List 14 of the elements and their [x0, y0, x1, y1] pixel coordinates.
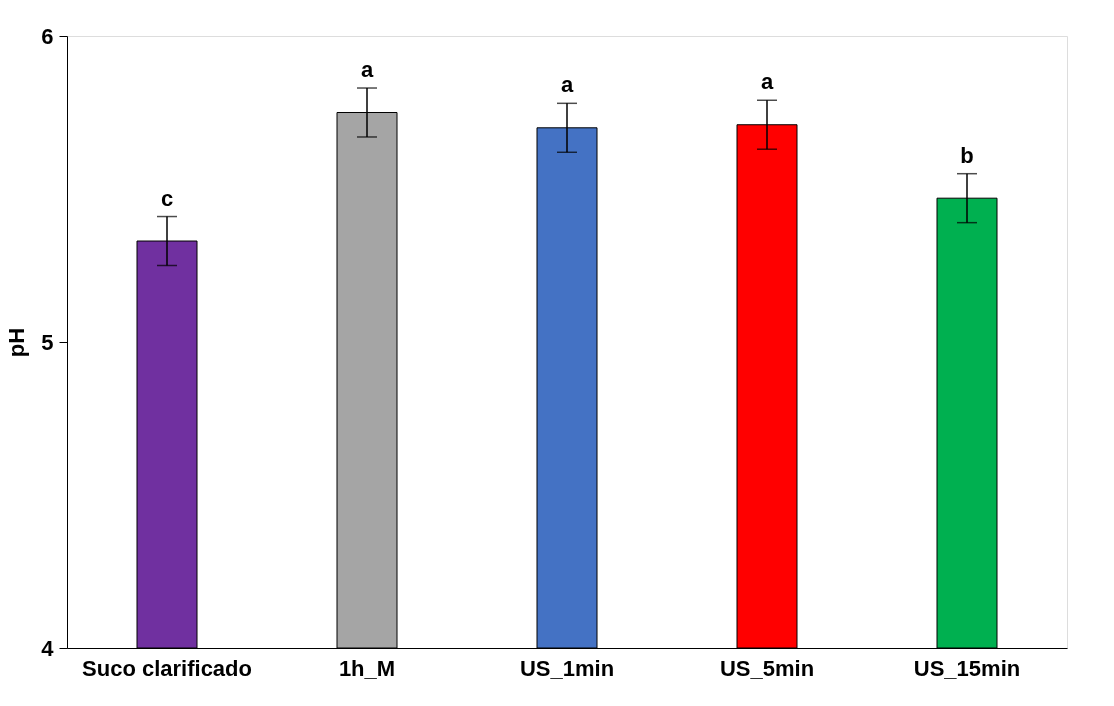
annotation: a — [360, 57, 374, 83]
y-tick-label: 5 — [41, 329, 54, 355]
x-tick-label: US_15min — [913, 655, 1021, 681]
x-tick-label: 1h_M — [338, 655, 396, 681]
annotation: a — [760, 69, 774, 95]
x-tick-label: Suco clarificado — [82, 655, 252, 681]
annotation: c — [160, 185, 174, 211]
y-axis-title: pH — [4, 327, 30, 358]
y-tick-label: 4 — [41, 635, 55, 661]
annotation: a — [560, 72, 574, 98]
annotation: b — [960, 142, 974, 168]
y-tick-label: 6 — [41, 23, 54, 49]
x-tick-label: US_1min — [519, 655, 615, 681]
x-tick-label: US_5min — [719, 655, 815, 681]
